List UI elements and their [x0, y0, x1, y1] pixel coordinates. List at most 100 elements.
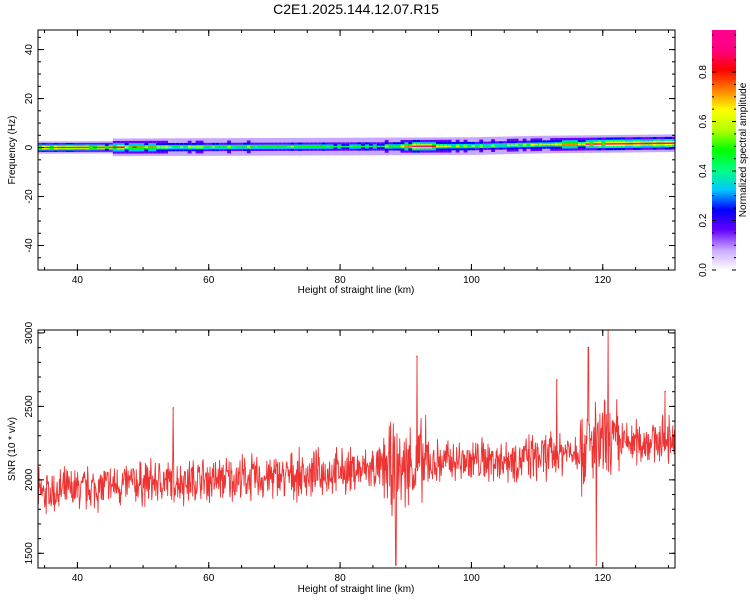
heatmap-cell	[522, 144, 528, 146]
heatmap-cell	[270, 146, 276, 148]
heatmap-cell	[518, 144, 524, 146]
heatmap-cell	[104, 146, 110, 148]
heatmap-cell	[609, 143, 614, 145]
snr-series-line	[38, 330, 675, 566]
heatmap-cell	[361, 145, 366, 148]
heatmap-cell	[495, 144, 500, 147]
snr-x-tick-label: 80	[335, 573, 347, 584]
heatmap-cell	[475, 145, 480, 147]
heatmap-cell	[357, 145, 362, 148]
snr-spike-point	[416, 355, 418, 358]
heatmap-cell	[69, 146, 75, 148]
colorbar-gradient	[712, 30, 736, 270]
heatmap-cell	[565, 143, 571, 146]
heatmap-cell	[128, 146, 134, 148]
heatmap-cell	[61, 146, 67, 148]
heatmap-cell	[116, 146, 122, 149]
heatmap-cell	[73, 146, 79, 148]
snr-spike-point	[555, 379, 558, 381]
heatmap-cell	[384, 145, 390, 148]
heatmap-cell	[558, 143, 563, 146]
snr-x-tick-label: 60	[203, 573, 215, 584]
heatmap-cell	[246, 146, 252, 148]
heatmap-cell	[396, 145, 402, 148]
heatmap-cell	[183, 146, 189, 148]
heatmap-cell	[152, 146, 157, 148]
heatmap-cell	[191, 146, 197, 148]
heatmap-cell	[41, 147, 47, 149]
heatmap-cell	[487, 144, 492, 147]
snr-y-tick-label: 1500	[24, 542, 35, 565]
snr-spike-point	[664, 390, 666, 393]
heatmap-cell	[242, 146, 248, 148]
spectrogram-x-tick-label: 60	[203, 275, 215, 286]
heatmap-cell	[207, 146, 212, 148]
spectrogram-frame	[37, 29, 676, 271]
heatmap-cell	[195, 146, 201, 148]
heatmap-cell	[238, 146, 244, 148]
heatmap-cell	[601, 143, 606, 145]
snr-frame	[37, 329, 676, 569]
heatmap-cell	[294, 145, 299, 148]
colorbar-label: Normalized spectral amplitude	[738, 82, 749, 217]
heatmap-cell	[530, 144, 536, 146]
heatmap-cell	[97, 146, 102, 148]
snr-x-axis-label: Height of straight line (km)	[298, 584, 415, 595]
snr-x-tick-label: 100	[463, 573, 480, 584]
heatmap-cell	[250, 146, 256, 148]
spectrogram-x-tick-label: 100	[463, 275, 480, 286]
snr-x-tick-label: 120	[594, 573, 611, 584]
heatmap-cell	[309, 145, 315, 148]
snr-spike-point	[395, 564, 397, 566]
heatmap-cell	[439, 145, 445, 147]
heatmap-cell	[65, 146, 71, 148]
heatmap-cell	[400, 145, 406, 148]
snr-spike-point	[595, 564, 597, 566]
heatmap-cell	[621, 142, 626, 145]
heatmap-cell	[345, 145, 350, 148]
heatmap-cell	[317, 145, 323, 148]
heatmap-cell	[298, 145, 303, 148]
heatmap-cell	[93, 146, 98, 148]
heatmap-cell	[455, 145, 461, 147]
colorbar: 0.0 0.2 0.4 0.6 0.8 Normalized spectral ampl…	[698, 30, 749, 277]
heatmap-cell	[392, 145, 398, 148]
heatmap-cell	[420, 145, 425, 148]
heatmap-cell	[640, 142, 646, 145]
heatmap-cell	[569, 143, 575, 145]
colorbar-tick-label: 0.2	[698, 213, 709, 227]
heatmap-cell	[108, 146, 114, 148]
heatmap-cell	[629, 142, 634, 145]
heatmap-cell	[215, 146, 220, 148]
heatmap-cell	[274, 146, 279, 148]
snr-y-axis-label: SNR (10 * v/v)	[7, 417, 18, 481]
heatmap-cell	[380, 145, 386, 148]
heatmap-cell	[376, 145, 382, 148]
heatmap-cell	[337, 145, 342, 148]
heatmap-cell	[49, 146, 55, 149]
heatmap-cell	[491, 144, 496, 147]
spectrogram-y-tick-label: 0	[24, 144, 35, 150]
heatmap-cell	[203, 146, 209, 148]
heatmap-cell	[632, 142, 638, 145]
heatmap-cell	[463, 145, 469, 147]
heatmap-cell	[416, 145, 421, 148]
heatmap-cell	[179, 146, 185, 148]
heatmap-cell	[428, 145, 433, 147]
heatmap-cell	[368, 145, 374, 148]
heatmap-cell	[171, 146, 177, 148]
spectrogram-x-tick-label: 80	[335, 275, 347, 286]
heatmap-cell	[112, 146, 118, 149]
heatmap-cell	[412, 145, 417, 148]
heatmap-cell	[514, 144, 520, 146]
heatmap-cell	[231, 146, 236, 148]
heatmap-cell	[120, 146, 126, 149]
heatmap-cell	[388, 145, 394, 148]
spectrogram-y-tick-label: 20	[24, 93, 35, 105]
heatmap-cell	[77, 146, 82, 148]
heatmap-cell	[625, 142, 630, 145]
heatmap-cell	[538, 143, 543, 146]
spectrogram-y-tick-label: -20	[24, 189, 35, 204]
heatmap-cell	[325, 145, 331, 148]
